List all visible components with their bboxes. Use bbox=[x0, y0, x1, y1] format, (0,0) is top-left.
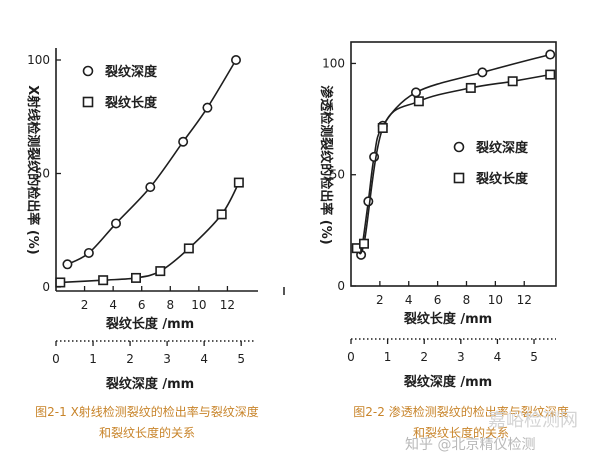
left-depth-data-point bbox=[145, 182, 156, 193]
right-depth-tick-label: 3 bbox=[457, 350, 465, 364]
right-depth-data-point bbox=[410, 87, 421, 98]
right-x-tick-label: 8 bbox=[463, 293, 471, 307]
left-depth-data-point bbox=[83, 247, 94, 258]
right-y-axis-label: 渗透检测裂纹的检出率 (%) bbox=[318, 85, 334, 244]
left-length-data-point bbox=[216, 209, 227, 220]
left-y-tick-label: 100 bbox=[27, 53, 50, 67]
left-depth-data-point bbox=[202, 102, 213, 113]
right-legend-circle-marker bbox=[453, 141, 465, 153]
left-x-axis-label: 裂纹长度 /mm bbox=[105, 316, 194, 332]
left-y-tick-label: 50 bbox=[35, 167, 50, 181]
left-depth-data-point bbox=[62, 259, 73, 270]
left-length-data-point bbox=[183, 243, 194, 254]
left-legend-label-depth: 裂纹深度 bbox=[104, 64, 158, 80]
right-chart-caption: 图2-2 渗透检测裂纹的检出率与裂纹深度 和裂纹长度的关系 bbox=[330, 402, 592, 444]
left-depth-tick-label: 3 bbox=[163, 352, 171, 366]
right-y-tick-label: 100 bbox=[322, 56, 345, 70]
right-x-tick-label: 12 bbox=[517, 293, 532, 307]
left-depth-tick-label: 4 bbox=[200, 352, 208, 366]
right-y-tick-label: 50 bbox=[330, 168, 345, 182]
left-x-tick-label: 12 bbox=[220, 298, 235, 312]
left-caption-line2: 和裂纹长度的关系 bbox=[98, 426, 195, 440]
right-x-tick-label: 10 bbox=[488, 293, 503, 307]
right-depth-tick-label: 0 bbox=[347, 350, 355, 364]
left-legend-square-marker bbox=[82, 96, 94, 108]
left-length-data-point bbox=[233, 177, 244, 188]
right-length-data-point bbox=[377, 122, 388, 133]
right-length-data-point bbox=[507, 76, 518, 87]
left-series-line-depth bbox=[67, 59, 237, 266]
right-series-line-length bbox=[355, 73, 551, 255]
watermark-logo-text: 嘉峪检测网 bbox=[488, 410, 578, 431]
left-depth-tick-label: 5 bbox=[237, 352, 245, 366]
left-length-data-point bbox=[155, 266, 166, 277]
right-depth-data-point bbox=[363, 196, 374, 207]
right-x-tick-label: 4 bbox=[405, 293, 413, 307]
right-length-data-point bbox=[413, 96, 424, 107]
left-x-tick-label: 2 bbox=[81, 298, 89, 312]
left-legend-label-length: 裂纹长度 bbox=[104, 95, 158, 111]
right-x-axis-label: 裂纹长度 /mm bbox=[403, 311, 492, 327]
right-plot-frame bbox=[350, 41, 557, 287]
right-y-tick-label: 0 bbox=[337, 279, 345, 293]
right-x-tick-label: 2 bbox=[376, 293, 384, 307]
left-length-data-point bbox=[55, 277, 66, 288]
left-length-data-point bbox=[131, 272, 142, 283]
left-chart-caption: 图2-1 X射线检测裂纹的检出率与裂纹深度 和裂纹长度的关系 bbox=[8, 402, 286, 444]
left-x-tick-label: 10 bbox=[191, 298, 206, 312]
left-depth-tick-label: 1 bbox=[89, 352, 97, 366]
left-depth-tick-label: 2 bbox=[126, 352, 134, 366]
right-legend-square-marker bbox=[453, 172, 465, 184]
right-x-tick-label: 6 bbox=[434, 293, 442, 307]
left-depth-data-point bbox=[231, 54, 242, 65]
right-legend-label-depth: 裂纹深度 bbox=[475, 140, 529, 156]
right-length-data-point bbox=[465, 82, 476, 93]
left-x-tick-label: 8 bbox=[166, 298, 174, 312]
right-depth-data-point bbox=[477, 67, 488, 78]
right-depth-tick-label: 1 bbox=[384, 350, 392, 364]
right-legend-label-length: 裂纹长度 bbox=[475, 171, 529, 187]
right-length-data-point bbox=[358, 238, 369, 249]
left-y-tick-label: 0 bbox=[42, 280, 50, 294]
left-y-axis-label: X射线检测裂纹的检出率 (%) bbox=[25, 85, 41, 254]
right-depth-tick-label: 2 bbox=[420, 350, 428, 364]
right-depth-tick-label: 4 bbox=[494, 350, 502, 364]
right-length-data-point bbox=[545, 69, 556, 80]
left-length-data-point bbox=[98, 275, 109, 286]
right-depth-axis-label: 裂纹深度 /mm bbox=[403, 374, 492, 390]
watermark-text: 知乎 @北京精仪检测 bbox=[405, 437, 536, 453]
left-depth-axis-label: 裂纹深度 /mm bbox=[105, 376, 194, 392]
right-caption-line1: 图2-2 渗透检测裂纹的检出率与裂纹深度 bbox=[353, 405, 569, 419]
left-depth-data-point bbox=[178, 136, 189, 147]
right-depth-tick-label: 5 bbox=[530, 350, 538, 364]
left-caption-line1: 图2-1 X射线检测裂纹的检出率与裂纹深度 bbox=[35, 405, 259, 419]
right-depth-data-point bbox=[545, 49, 556, 60]
left-depth-data-point bbox=[111, 218, 122, 229]
right-caption-line2: 和裂纹长度的关系 bbox=[412, 426, 509, 440]
left-series-line-length bbox=[60, 182, 240, 284]
left-x-tick-label: 4 bbox=[109, 298, 117, 312]
left-legend-circle-marker bbox=[82, 65, 94, 77]
left-depth-tick-label: 0 bbox=[52, 352, 60, 366]
left-x-tick-label: 6 bbox=[138, 298, 146, 312]
